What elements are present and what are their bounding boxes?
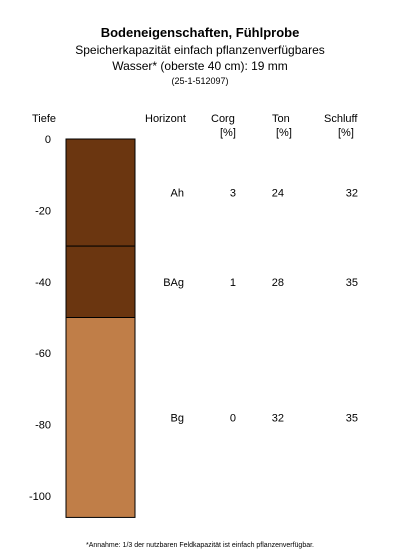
horizon-name: BAg: [163, 277, 184, 289]
horizon-layer-ah: [65, 138, 136, 247]
chart-subtitle-line1: Speicherkapazität einfach pflanzenverfüg…: [75, 43, 325, 57]
header-ton-unit: [%]: [276, 127, 292, 139]
schluff-value: 35: [346, 412, 358, 424]
header-corg-unit: [%]: [220, 127, 236, 139]
corg-value: 3: [230, 188, 236, 200]
sample-id: (25-1-512097): [171, 76, 229, 86]
schluff-value: 32: [346, 188, 358, 200]
y-tick-label: -60: [35, 348, 51, 360]
y-tick-label: 0: [45, 134, 51, 146]
chart-title: Bodeneigenschaften, Fühlprobe: [100, 25, 300, 40]
y-tick-label: -100: [29, 491, 51, 503]
horizon-name: Bg: [171, 412, 184, 424]
corg-value: 1: [230, 277, 236, 289]
y-tick-label: -40: [35, 277, 51, 289]
header-horizont: Horizont: [145, 113, 186, 125]
y-tick-label: -80: [35, 420, 51, 432]
header-corg: Corg: [211, 113, 235, 125]
header-tiefe: Tiefe: [32, 113, 57, 125]
ton-value: 32: [272, 412, 284, 424]
horizon-layer-bg: [65, 317, 136, 518]
header-schluff-unit: [%]: [338, 127, 354, 139]
ton-value: 24: [272, 188, 284, 200]
header-ton: Ton: [272, 113, 290, 125]
chart-subtitle-line2: Wasser* (oberste 40 cm): 19 mm: [112, 59, 288, 73]
horizon-name: Ah: [171, 188, 184, 200]
header-schluff: Schluff: [324, 113, 358, 125]
corg-value: 0: [230, 412, 236, 424]
horizon-layer-bag: [65, 245, 136, 319]
footnote: *Annahme: 1/3 der nutzbaren Feldkapazitä…: [85, 542, 315, 549]
ton-value: 28: [272, 277, 284, 289]
y-tick-label: -20: [35, 205, 51, 217]
schluff-value: 35: [346, 277, 358, 289]
